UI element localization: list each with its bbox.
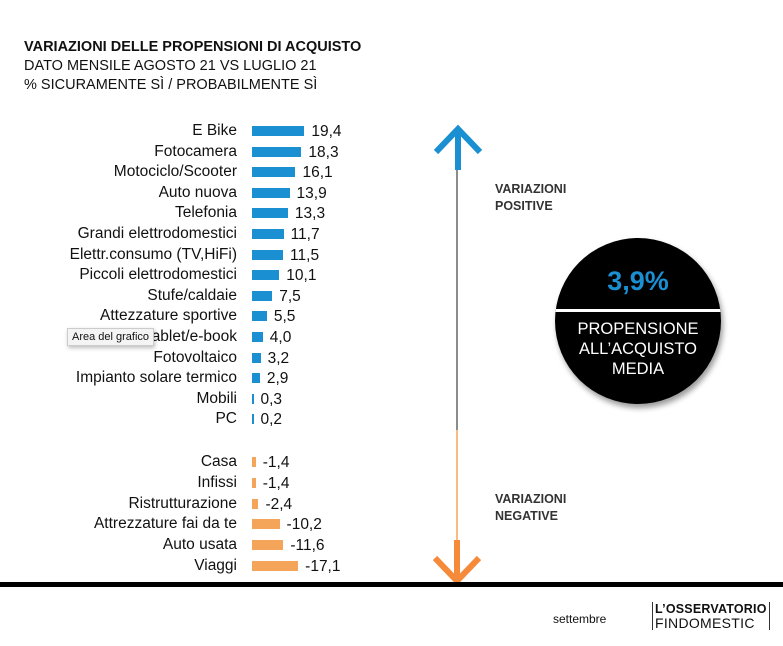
category-label: Motociclo/Scooter	[113, 163, 237, 181]
data-label: 10,1	[286, 267, 317, 285]
bar[interactable]	[252, 311, 267, 322]
bar[interactable]	[252, 270, 280, 281]
chart-subtitle-2: % SICURAMENTE SÌ / PROBABILMENTE SÌ	[24, 77, 318, 93]
category-label: Fotovoltaico	[153, 348, 237, 366]
data-label: 19,4	[311, 123, 342, 140]
chart-title: VARIAZIONI DELLE PROPENSIONI DI ACQUISTO	[24, 39, 362, 55]
findomestic-logo: L’OSSERVATORIO FINDOMESTIC	[652, 602, 770, 630]
data-label: 11,7	[290, 226, 320, 243]
data-label: 7,5	[279, 287, 301, 305]
average-label-line1: PROPENSIONE	[577, 320, 699, 338]
data-label: -17,1	[305, 558, 341, 575]
positive-label: VARIAZIONI POSITIVE	[495, 181, 566, 215]
bar[interactable]	[252, 146, 302, 157]
data-label: -1,4	[262, 474, 290, 492]
bar[interactable]	[252, 540, 284, 551]
badge-divider	[555, 309, 721, 312]
category-label: Stufe/caldaie	[147, 286, 237, 304]
data-label: -10,2	[286, 516, 322, 534]
bar[interactable]	[252, 561, 299, 571]
positive-label-line2: POSITIVE	[495, 199, 553, 213]
bar[interactable]	[252, 373, 260, 384]
category-label: Auto usata	[162, 536, 237, 554]
category-label: E Bike	[192, 122, 237, 139]
logo-line2: FINDOMESTIC	[655, 615, 755, 631]
category-label: Infissi	[197, 473, 237, 491]
data-label: 16,1	[302, 164, 333, 182]
average-label-line3: MEDIA	[611, 360, 665, 378]
bar[interactable]	[252, 352, 261, 363]
category-label: Auto nuova	[158, 183, 237, 201]
bar[interactable]	[252, 208, 288, 219]
category-label: Telefonia	[174, 204, 237, 222]
chart-subtitle: DATO MENSILE AGOSTO 21 VS LUGLIO 21	[24, 58, 317, 74]
bar[interactable]	[252, 477, 256, 488]
bar[interactable]	[252, 229, 284, 239]
chart-area-tooltip: Area del grafico	[67, 328, 155, 346]
category-label: Fotocamera	[154, 142, 237, 160]
category-label: Casa	[200, 453, 237, 470]
data-label: 2,9	[266, 370, 289, 388]
data-label: -11,6	[290, 537, 325, 555]
footer-divider	[0, 582, 783, 587]
category-label: Grandi elettrodomestici	[77, 225, 237, 242]
average-label-line2: ALL’ACQUISTO	[579, 340, 697, 358]
data-label: 5,5	[273, 308, 296, 326]
category-label: Tablet/e-book	[143, 328, 237, 345]
bar[interactable]	[252, 519, 280, 530]
category-label: Elettr.consumo (TV,HiFi)	[69, 245, 237, 263]
bar[interactable]	[252, 457, 256, 467]
data-label: -2,4	[265, 495, 293, 513]
title-block: VARIAZIONI DELLE PROPENSIONI DI ACQUISTO…	[24, 38, 361, 95]
up-arrow-icon	[433, 124, 483, 170]
category-label: Attrezzature fai da te	[93, 515, 237, 533]
negative-label-line1: VARIAZIONI	[495, 492, 567, 506]
category-label: PC	[215, 410, 237, 428]
average-badge: 3,9% PROPENSIONE ALL’ACQUISTO MEDIA	[555, 238, 721, 404]
data-label: 18,3	[308, 143, 339, 161]
data-label: 4,0	[269, 329, 292, 346]
logo-line1: L’OSSERVATORIO	[655, 602, 767, 616]
bar[interactable]	[252, 167, 296, 178]
category-label: Viaggi	[194, 557, 237, 574]
average-value: 3,9%	[607, 266, 669, 296]
bar[interactable]	[252, 249, 284, 260]
data-label: 0,2	[260, 411, 283, 429]
data-label: 11,5	[290, 246, 320, 264]
bar[interactable]	[252, 290, 273, 301]
bar[interactable]	[252, 332, 263, 342]
negative-label: VARIAZIONI NEGATIVE	[495, 491, 566, 525]
bar[interactable]	[252, 126, 305, 136]
data-label: 3,2	[267, 349, 290, 367]
category-label: Piccoli elettrodomestici	[79, 266, 237, 284]
bar[interactable]	[252, 498, 259, 509]
category-label: Impianto solare termico	[75, 369, 237, 387]
data-label: 13,3	[294, 205, 326, 223]
data-label: 0,3	[260, 390, 283, 408]
down-arrow-icon	[432, 540, 482, 586]
data-label: 13,9	[296, 184, 327, 202]
negative-label-line2: NEGATIVE	[495, 509, 558, 523]
positive-label-line1: VARIAZIONI	[495, 182, 567, 196]
data-label: -1,4	[262, 454, 290, 471]
category-label: Mobili	[196, 389, 237, 407]
average-label: PROPENSIONE ALL’ACQUISTO MEDIA	[555, 319, 721, 379]
bar[interactable]	[252, 393, 254, 404]
bar[interactable]	[252, 187, 290, 198]
category-label: Ristrutturazione	[128, 494, 237, 512]
category-label: Attezzature sportive	[100, 307, 237, 325]
footer-month: settembre	[553, 612, 607, 626]
bar[interactable]	[252, 414, 254, 425]
